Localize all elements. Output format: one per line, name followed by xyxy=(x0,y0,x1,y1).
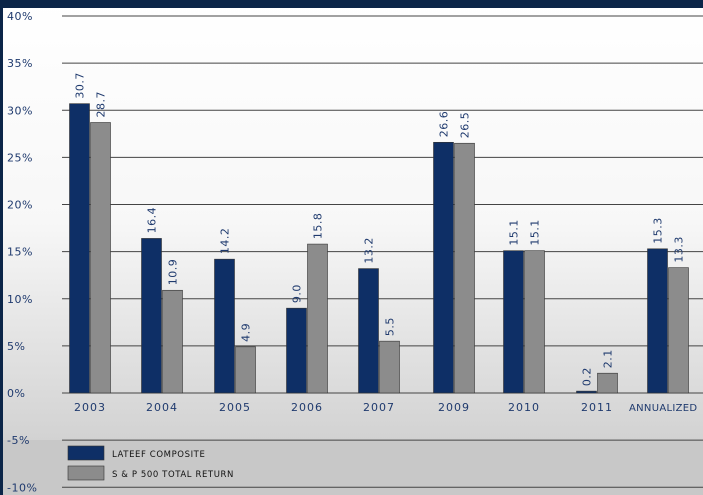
bar-lateef xyxy=(286,307,307,394)
data-label: 13.2 xyxy=(363,237,376,264)
bar-sp500 xyxy=(668,267,689,394)
data-label: 9.0 xyxy=(291,284,304,303)
x-tick-label: 2011 xyxy=(581,401,613,414)
x-tick-label: 2009 xyxy=(438,401,470,414)
x-tick-label: 2003 xyxy=(74,401,106,414)
x-tick-label: 2004 xyxy=(146,401,178,414)
x-tick-label: ANNUALIZED xyxy=(629,403,697,414)
x-tick-label: 2006 xyxy=(291,401,323,414)
data-label: 4.9 xyxy=(240,323,253,342)
y-tick-label: 15% xyxy=(7,246,33,259)
data-label: 14.2 xyxy=(219,228,232,255)
legend-label: LATEEF COMPOSITE xyxy=(112,450,205,460)
bar-lateef xyxy=(69,103,90,394)
y-tick-label: 0% xyxy=(7,387,25,400)
bar-lateef xyxy=(141,238,162,394)
y-tick-label: -5% xyxy=(7,434,30,447)
x-tick-labels: 2003 2004 2005 2006 2007 2009 2010 2011 ANNUALIZ… xyxy=(74,401,697,414)
bar-lateef xyxy=(576,390,597,394)
data-label: 15.3 xyxy=(652,217,665,244)
x-tick-label: 2010 xyxy=(508,401,540,414)
y-tick-label: 35% xyxy=(7,57,33,70)
bar-sp500 xyxy=(162,289,183,394)
left-border xyxy=(0,0,3,495)
x-tick-label: 2005 xyxy=(219,401,251,414)
legend-swatch xyxy=(67,445,105,461)
bar-sp500 xyxy=(454,142,475,394)
data-label: 15.1 xyxy=(508,219,521,246)
y-tick-label: 40% xyxy=(7,10,33,23)
bar-lateef xyxy=(214,258,235,394)
data-label: 0.2 xyxy=(581,367,594,386)
data-label: 28.7 xyxy=(95,91,108,118)
data-label: 26.5 xyxy=(459,112,472,139)
bar-lateef xyxy=(358,268,379,394)
y-tick-label: 30% xyxy=(7,104,33,117)
data-label: 30.7 xyxy=(74,72,87,99)
bar-sp500 xyxy=(524,250,545,394)
bar-sp500 xyxy=(235,346,256,394)
y-tick-label: 10% xyxy=(7,293,33,306)
data-label: 15.1 xyxy=(529,219,542,246)
data-label: 15.8 xyxy=(312,213,325,240)
x-tick-label: 2007 xyxy=(363,401,395,414)
y-tick-label: 5% xyxy=(7,340,25,353)
legend-label: S & P 500 TOTAL RETURN xyxy=(112,470,234,480)
data-labels: 30.7 28.7 16.4 10.9 14.2 4.9 9.0 15.8 13.2 5.5 26.… xyxy=(74,72,686,386)
bars xyxy=(69,103,689,394)
y-tick-label: -10% xyxy=(7,481,37,494)
bar-lateef xyxy=(433,141,454,394)
data-label: 16.4 xyxy=(146,207,159,234)
y-tick-labels: 40% 35% 30% 25% 20% 15% 10% 5% 0% -5% -10% xyxy=(7,10,37,494)
top-banner xyxy=(0,0,703,8)
legend-swatch xyxy=(67,465,105,481)
legend-area xyxy=(3,440,703,495)
y-tick-label: 20% xyxy=(7,199,33,212)
data-label: 5.5 xyxy=(384,317,397,336)
data-label: 2.1 xyxy=(602,349,615,368)
bar-sp500 xyxy=(597,372,618,394)
data-label: 26.6 xyxy=(438,111,451,138)
bar-lateef xyxy=(503,250,524,394)
bar-lateef xyxy=(647,248,668,394)
y-tick-label: 25% xyxy=(7,151,33,164)
bar-sp500 xyxy=(379,340,400,394)
bar-sp500 xyxy=(90,122,111,394)
data-label: 13.3 xyxy=(673,236,686,263)
legend: LATEEF COMPOSITE S & P 500 TOTAL RETURN xyxy=(67,445,234,481)
bar-sp500 xyxy=(307,243,328,394)
data-label: 10.9 xyxy=(167,259,180,286)
